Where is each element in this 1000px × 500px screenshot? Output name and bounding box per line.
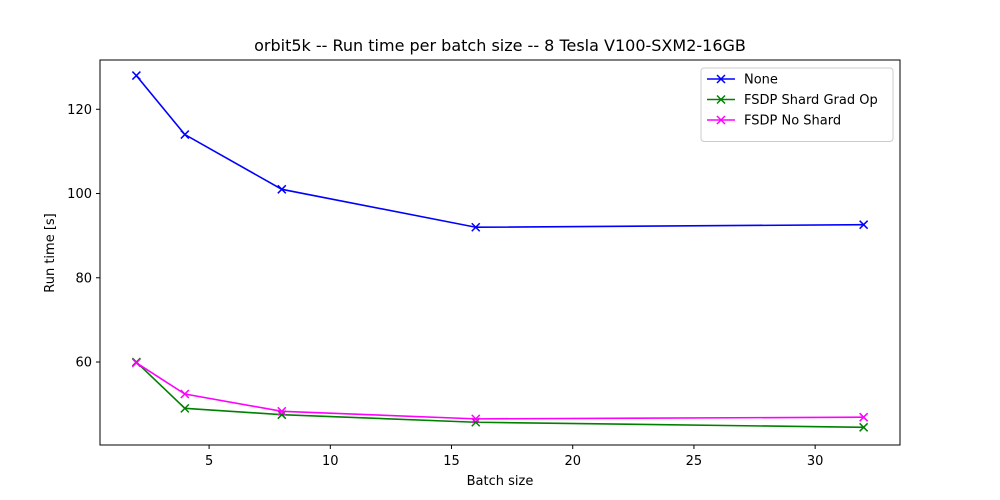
plot-area: 5 10 15 20 25 30 60 80 100 120 xyxy=(67,59,901,469)
data-point-0-3 xyxy=(471,222,481,232)
data-point-2-4 xyxy=(859,412,869,422)
data-point-2-2 xyxy=(277,406,287,416)
x-tick-label-0: 5 xyxy=(205,454,213,469)
data-point-0-1 xyxy=(180,130,190,140)
axes-frame xyxy=(99,59,901,446)
x-tick-label-4: 25 xyxy=(686,454,703,469)
data-point-1-4 xyxy=(859,422,869,432)
x-tick-label-1: 10 xyxy=(322,454,339,469)
y-tick-label-3: 120 xyxy=(67,103,92,118)
legend-box xyxy=(700,67,894,142)
data-point-0-2 xyxy=(277,184,287,194)
y-tick-label-1: 80 xyxy=(75,271,92,286)
legend-label-0: None xyxy=(744,73,778,88)
data-point-2-3 xyxy=(471,414,481,424)
data-point-0-0 xyxy=(131,71,141,81)
legend: None FSDP Shard Grad Op FSDP No Shard xyxy=(700,67,894,142)
legend-label-2: FSDP No Shard xyxy=(744,114,841,129)
legend-marker-0 xyxy=(716,74,726,84)
chart-title: orbit5k -- Run time per batch size -- 8 … xyxy=(254,36,746,55)
legend-label-1: FSDP Shard Grad Op xyxy=(744,93,878,108)
x-tick-label-5: 30 xyxy=(807,454,824,469)
x-tick-label-2: 15 xyxy=(443,454,460,469)
data-point-1-1 xyxy=(180,403,190,413)
y-tick-label-2: 100 xyxy=(67,187,92,202)
data-point-2-0 xyxy=(131,358,141,368)
y-axis-label: Run time [s] xyxy=(43,213,58,292)
x-tick-label-3: 20 xyxy=(564,454,581,469)
y-tick-label-0: 60 xyxy=(75,356,92,371)
x-axis-label: Batch size xyxy=(467,474,534,489)
data-point-2-1 xyxy=(180,389,190,399)
legend-marker-2 xyxy=(716,115,726,125)
data-point-0-4 xyxy=(859,220,869,230)
legend-marker-1 xyxy=(716,94,726,105)
